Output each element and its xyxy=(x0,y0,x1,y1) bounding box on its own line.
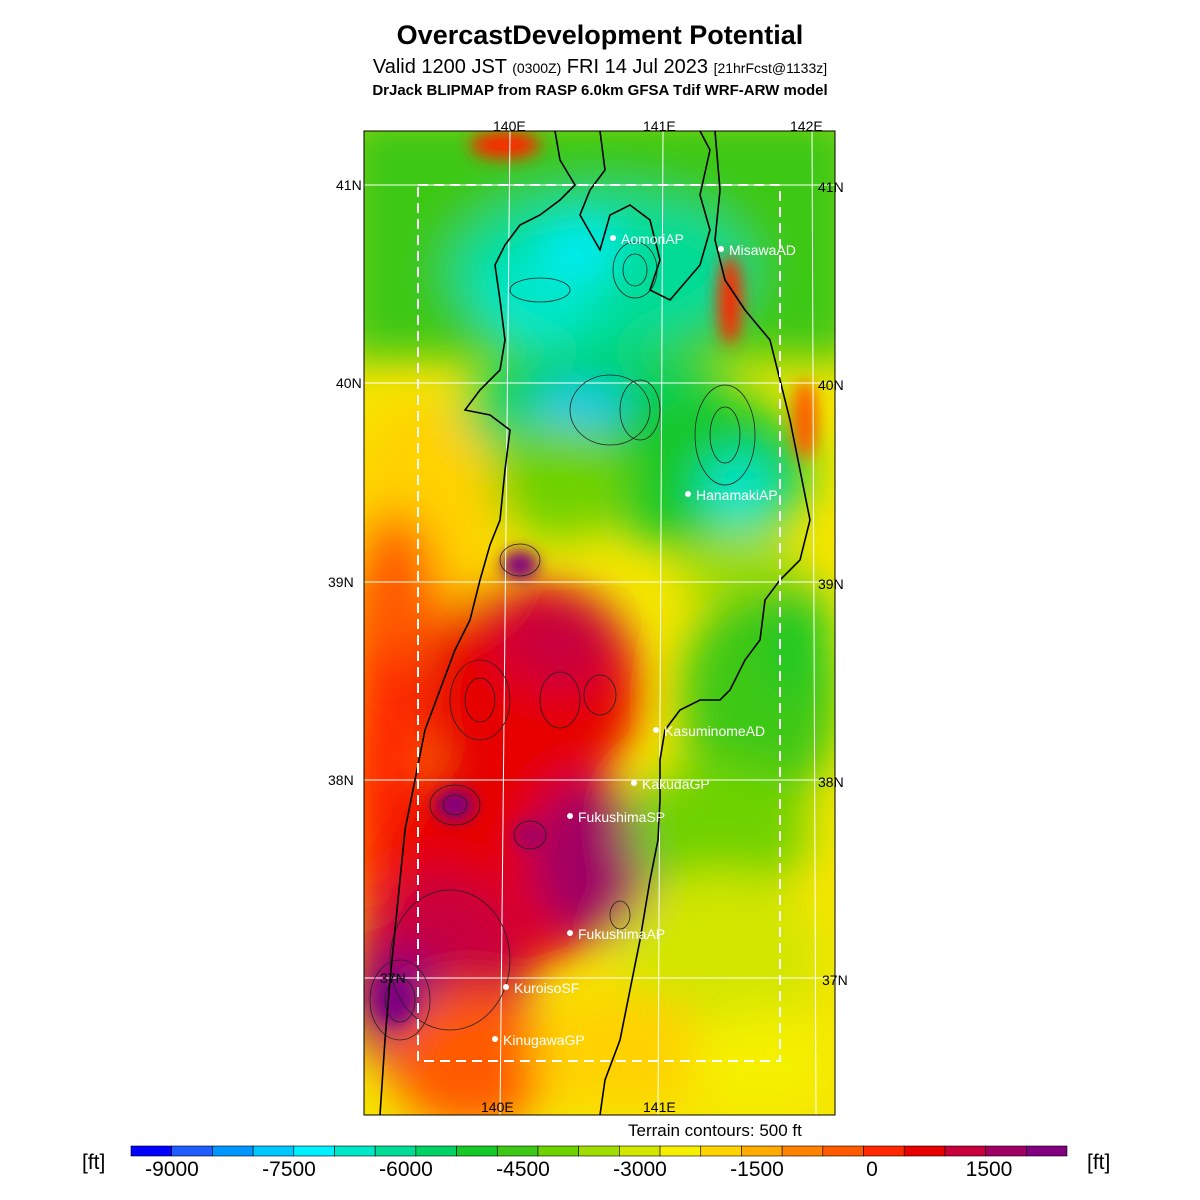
station-label: KuroisoSF xyxy=(514,980,579,996)
station-marker[interactable] xyxy=(567,930,573,936)
station-marker[interactable] xyxy=(653,727,659,733)
station-marker[interactable] xyxy=(685,491,691,497)
colorbar-swatch xyxy=(903,1145,946,1157)
station-marker[interactable] xyxy=(610,235,616,241)
lat-left-label: 38N xyxy=(328,772,354,788)
colorbar-tick-label: -6000 xyxy=(379,1158,433,1181)
lat-right-label: 37N xyxy=(822,972,848,988)
map-title: OvercastDevelopment Potential xyxy=(396,20,804,50)
colorbar-swatch xyxy=(293,1145,335,1157)
valid-time-line: Valid 1200 JST (0300Z) FRI 14 Jul 2023 [… xyxy=(0,56,1200,79)
forecast-info: [21hrFcst@1133z] xyxy=(713,60,828,76)
lon-top-label: 142E xyxy=(790,118,823,134)
colorbar-tick-label: 1500 xyxy=(965,1158,1013,1181)
colorbar-tick-label: -3000 xyxy=(613,1158,667,1181)
colorbar-tick-label: -9000 xyxy=(145,1158,199,1181)
lon-bottom-label: 140E xyxy=(481,1099,514,1115)
valid-time-text: Valid 1200 JST xyxy=(372,56,513,78)
grid-labels: 140E 141E 142E 140E 141E 41N 40N 39N 38N… xyxy=(328,118,848,1115)
colorbar-tick-label: 0 xyxy=(866,1158,878,1181)
station-marker[interactable] xyxy=(718,246,724,252)
coastline xyxy=(379,131,811,1115)
colorbar-swatch xyxy=(619,1145,661,1157)
lat-right-label: 38N xyxy=(818,774,844,790)
valid-date-text: FRI 14 Jul 2023 xyxy=(561,56,714,78)
colorbar-tick-label: -1500 xyxy=(730,1158,784,1181)
station-marker[interactable] xyxy=(631,780,637,786)
colorbar-swatch xyxy=(578,1145,620,1157)
station-marker[interactable] xyxy=(492,1036,498,1042)
colorbar-swatch xyxy=(700,1145,742,1157)
color-field xyxy=(364,131,835,1115)
colorbar-swatch xyxy=(212,1145,254,1157)
station-marker[interactable] xyxy=(567,813,573,819)
lat-left-label: 41N xyxy=(336,177,362,193)
zulu-time: (0300Z) xyxy=(512,60,562,76)
lat-right-label: 40N xyxy=(818,377,844,393)
terrain-contour-note: Terrain contours: 500 ft xyxy=(628,1121,802,1140)
colorbar-swatch xyxy=(130,1145,172,1157)
lon-bottom-label: 141E xyxy=(643,1099,676,1115)
inner-domain-box xyxy=(417,184,781,1062)
lon-top-label: 141E xyxy=(643,118,676,134)
lat-right-label: 41N xyxy=(818,179,844,195)
station-marker[interactable] xyxy=(503,984,509,990)
colorbar-swatch xyxy=(171,1145,213,1157)
station-label: KakudaGP xyxy=(642,776,710,792)
colorbar-swatch xyxy=(741,1145,783,1157)
colorbar-swatch xyxy=(496,1145,539,1157)
station-label: AomoriAP xyxy=(621,231,684,247)
station-label: KasuminomeAD xyxy=(664,723,765,739)
colorbar-unit-right: [ft] xyxy=(1087,1151,1111,1174)
lat-left-label: 37N xyxy=(380,970,406,986)
colorbar-unit-left: [ft] xyxy=(82,1151,106,1174)
colorbar-swatch xyxy=(822,1145,864,1157)
colorbar-swatch xyxy=(252,1145,295,1157)
lat-left-label: 39N xyxy=(328,574,354,590)
stations: AomoriAP MisawaAD HanamakiAP KasuminomeA… xyxy=(492,231,796,1048)
colorbar-swatch xyxy=(374,1145,417,1157)
colorbar-swatch xyxy=(537,1145,579,1157)
colorbar-tick-label: -4500 xyxy=(496,1158,550,1181)
colorbar-swatch xyxy=(863,1145,905,1157)
station-label: FukushimaSP xyxy=(578,809,665,825)
station-label: MisawaAD xyxy=(729,242,796,258)
colorbar-swatch xyxy=(781,1145,824,1157)
colorbar-swatch xyxy=(659,1145,702,1157)
colorbar-swatch xyxy=(456,1145,498,1157)
lon-top-label: 140E xyxy=(493,118,526,134)
colorbar-swatch xyxy=(944,1145,986,1157)
model-description: DrJack BLIPMAP from RASP 6.0km GFSA Tdif… xyxy=(372,82,828,99)
colorbar-tick-label: -7500 xyxy=(262,1158,316,1181)
terrain-contours xyxy=(369,241,756,1041)
station-label: HanamakiAP xyxy=(696,487,778,503)
colorbar-swatch xyxy=(985,1145,1027,1157)
station-label: KinugawaGP xyxy=(503,1032,585,1048)
station-label: FukushimaAP xyxy=(578,926,665,942)
lat-right-label: 39N xyxy=(818,576,844,592)
colorbar-swatch xyxy=(1026,1145,1068,1157)
colorbar-swatch xyxy=(415,1145,457,1157)
colorbar-swatch xyxy=(334,1145,376,1157)
lat-left-label: 40N xyxy=(336,375,362,391)
color-scale-bar xyxy=(130,1145,1068,1157)
